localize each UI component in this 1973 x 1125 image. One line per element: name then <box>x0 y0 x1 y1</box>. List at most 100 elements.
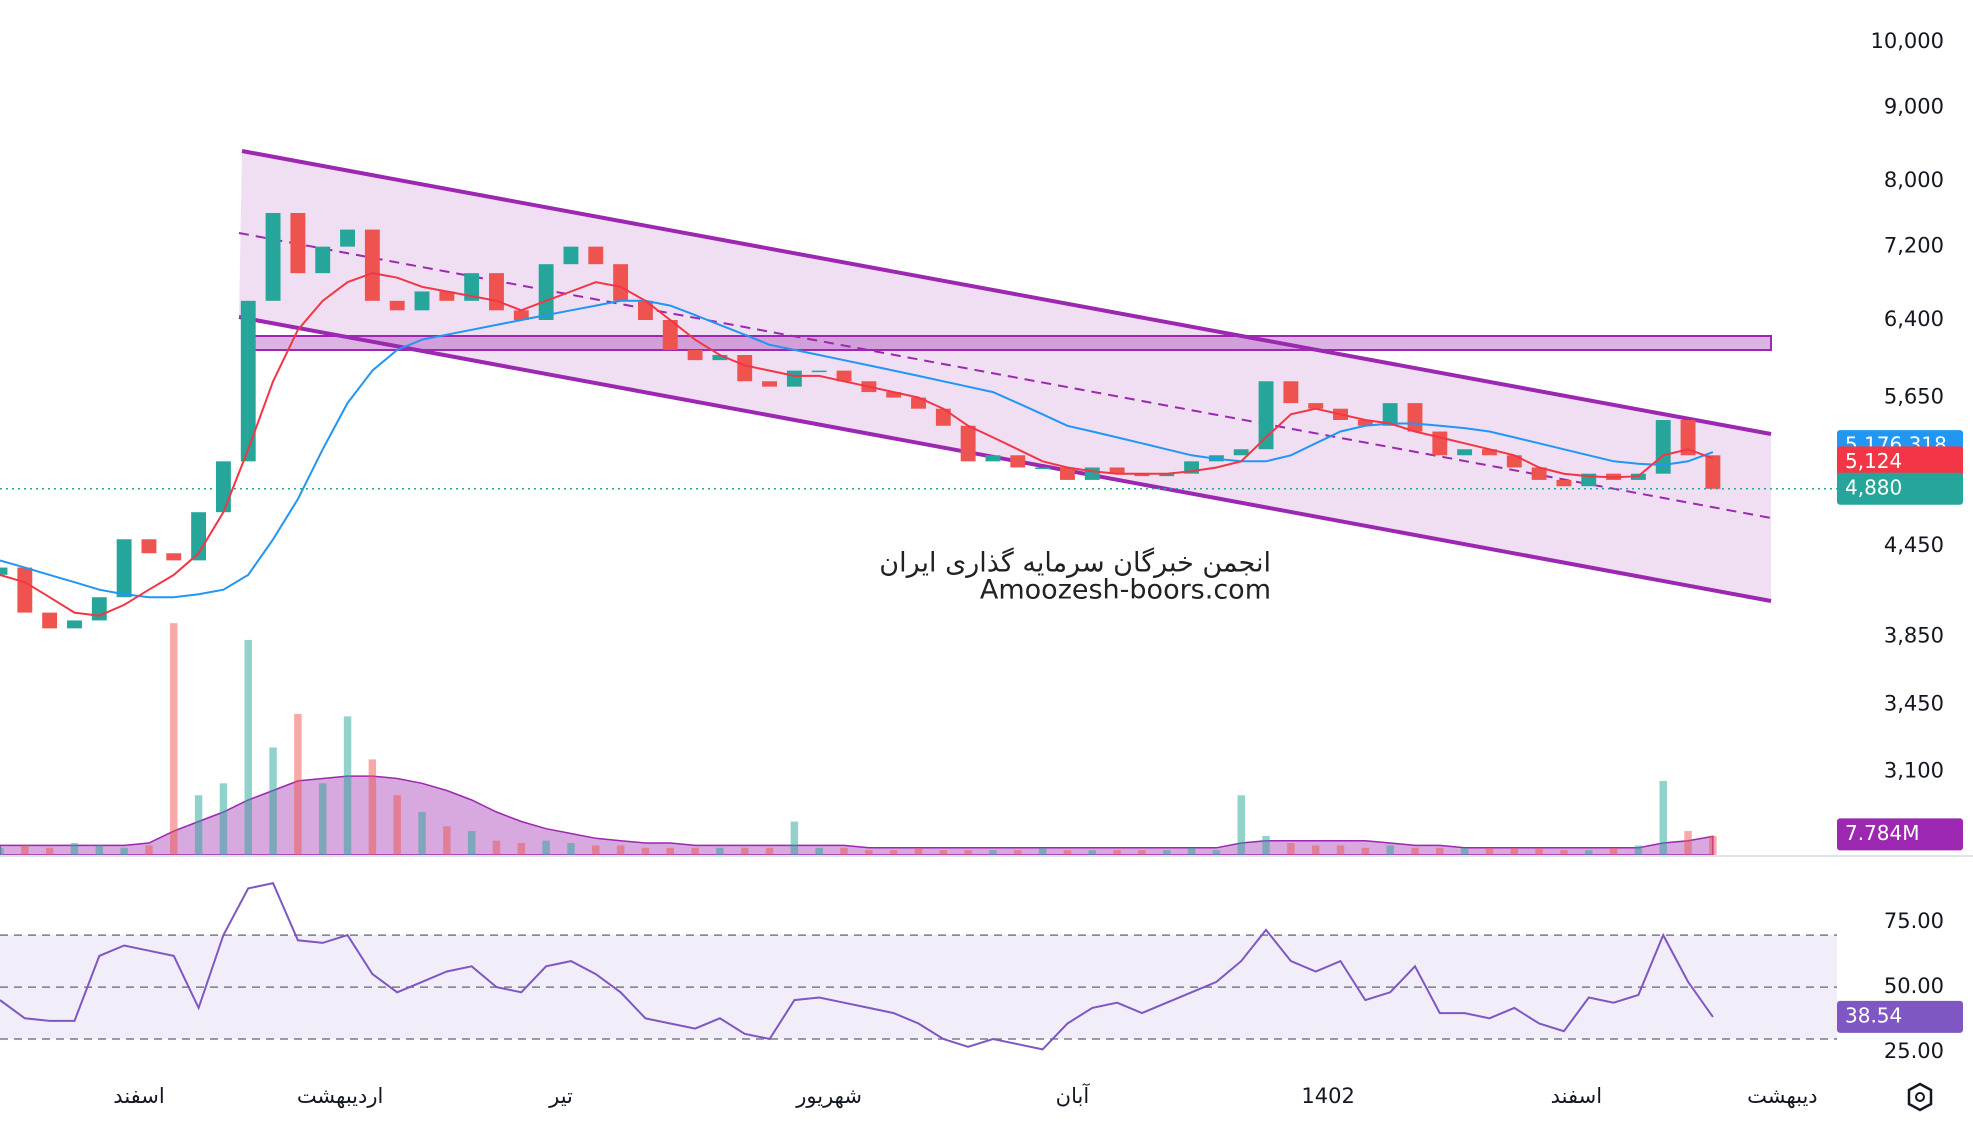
candle-body <box>1407 403 1423 432</box>
y-tick-label: 8,000 <box>1884 168 1944 192</box>
candle-body <box>1134 473 1150 477</box>
volume-bar <box>1709 835 1717 855</box>
moving-average <box>0 299 1714 599</box>
candle-body <box>439 291 455 301</box>
x-tick-label: اردیبهشت <box>297 1084 384 1108</box>
value-tag-label: 7.784M <box>1845 821 1920 845</box>
candle-body <box>1059 467 1075 480</box>
x-tick-label: 1402 <box>1301 1084 1354 1108</box>
y-tick-label: 6,400 <box>1884 307 1944 331</box>
watermark: Amoozesh-boors.com <box>980 575 1271 606</box>
candle-body <box>960 425 976 462</box>
candle-body <box>687 349 703 361</box>
candle-body <box>166 553 182 561</box>
y-tick-label: 7,200 <box>1884 234 1944 258</box>
rsi-pane <box>0 882 1837 1051</box>
y-tick-label: 4,450 <box>1884 533 1944 557</box>
candle-body <box>811 370 827 373</box>
candle-body <box>0 567 8 575</box>
y-tick-label: 3,450 <box>1884 692 1944 716</box>
volume-bar <box>1436 847 1444 855</box>
candle-body <box>240 300 256 462</box>
volume-bar <box>1684 831 1692 855</box>
channel-fill <box>239 151 1771 601</box>
candle-body <box>1556 479 1572 487</box>
volume-bar <box>318 783 327 855</box>
volume-bar <box>1138 850 1146 855</box>
volume-bar <box>492 840 501 855</box>
volume-bar <box>1460 847 1469 855</box>
volume-bar <box>790 821 799 855</box>
candle-body <box>786 370 802 387</box>
candle-body <box>1308 403 1324 409</box>
candle-body <box>637 300 653 320</box>
candle-body <box>588 246 604 265</box>
y-tick-label: 25.00 <box>1884 1039 1944 1063</box>
volume-bar <box>939 850 948 855</box>
candle-body <box>315 246 331 274</box>
channel-lower <box>238 315 1772 603</box>
volume-bar <box>641 847 650 855</box>
volume-bar <box>914 847 923 855</box>
volume-bar <box>1485 847 1494 855</box>
candle-body <box>464 273 480 301</box>
volume-bar <box>170 623 178 855</box>
volume-bar <box>145 845 153 855</box>
candle-body <box>985 455 1001 462</box>
volume-bar <box>865 850 873 855</box>
candle-body <box>513 310 529 320</box>
candle-body <box>1531 467 1547 480</box>
channel <box>238 149 1772 603</box>
volume-bar <box>21 845 29 855</box>
volume-bar <box>194 795 203 855</box>
candle-body <box>662 319 678 350</box>
volume-bar <box>244 639 252 855</box>
candle-body <box>1432 431 1448 456</box>
volume-bar <box>1014 850 1022 855</box>
volume-pane <box>0 623 1717 856</box>
candle-body <box>712 354 728 361</box>
volume-bar <box>1287 843 1295 855</box>
volume-bar <box>840 847 848 855</box>
volume-bar <box>1411 847 1419 855</box>
value-tag <box>1837 818 1963 851</box>
candle-body <box>265 212 281 301</box>
volume-bar <box>517 843 526 855</box>
volume-bar <box>666 847 674 855</box>
volume-bar <box>716 847 724 855</box>
volume-bar <box>1262 835 1270 855</box>
volume-bar <box>467 831 476 855</box>
candle-body <box>42 612 58 629</box>
candle-body <box>1109 467 1125 474</box>
candle-body <box>1035 467 1051 469</box>
volume-bar <box>1212 850 1221 855</box>
value-tag-label: 5,124 <box>1845 449 1902 473</box>
volume-bar <box>1535 847 1543 855</box>
volume-bar <box>1510 847 1519 855</box>
y-tick-label: 5,650 <box>1884 385 1944 409</box>
volume-bar <box>70 843 79 855</box>
candle-body <box>911 397 926 409</box>
settings-icon[interactable] <box>1907 1082 1933 1112</box>
candle-body <box>1655 420 1671 474</box>
candle-body <box>364 229 380 301</box>
candle-body <box>762 381 778 387</box>
candle-body <box>1705 455 1721 489</box>
candle-body <box>1382 403 1398 426</box>
volume-bar <box>592 845 600 855</box>
candle-body <box>1506 455 1522 468</box>
candle-body <box>17 567 33 613</box>
x-tick-label: شهریور <box>795 1084 862 1108</box>
volume-bar <box>1386 845 1394 855</box>
settings-icon-center <box>1915 1092 1925 1102</box>
candle-body <box>613 264 629 301</box>
candle-body <box>290 212 306 274</box>
candle-body <box>563 246 579 265</box>
volume-bar <box>1659 780 1667 855</box>
price-pane <box>0 212 1837 629</box>
volume-bar <box>765 847 774 855</box>
volume-bar <box>294 713 302 855</box>
volume-ma-area <box>0 775 1714 856</box>
candle-body <box>935 408 951 426</box>
